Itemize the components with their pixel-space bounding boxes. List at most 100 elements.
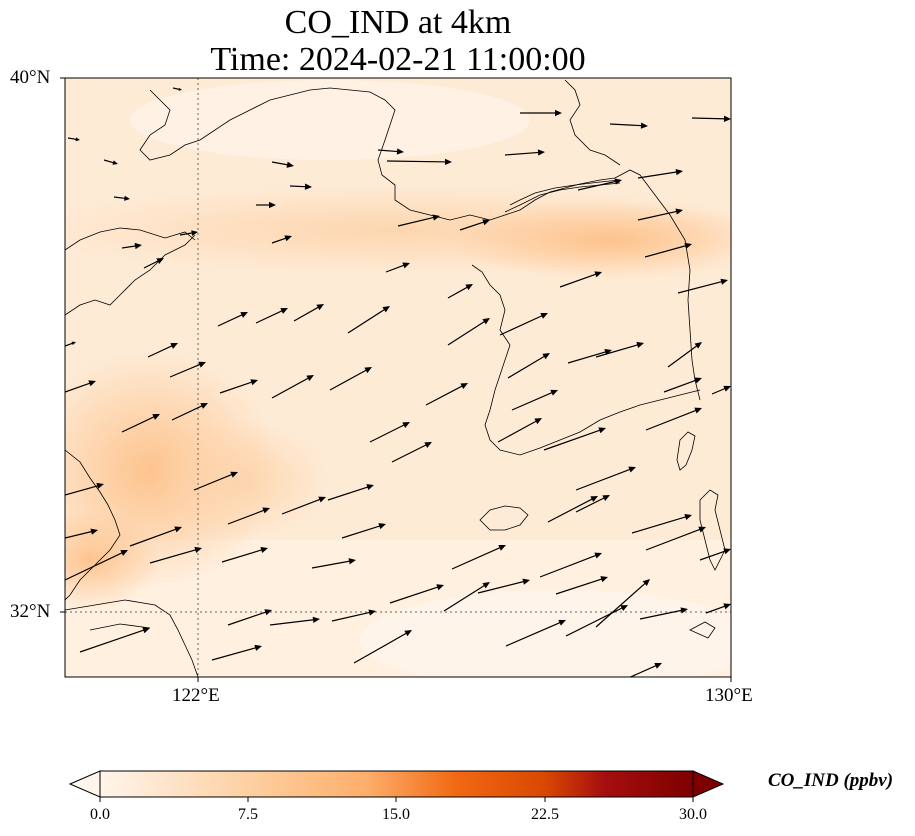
wind-arrow-head bbox=[284, 235, 292, 242]
wind-arrow-shaft bbox=[271, 236, 289, 244]
wind-arrow-head bbox=[286, 161, 294, 168]
wind-arrow-shaft bbox=[327, 485, 371, 501]
wind-arrow-head bbox=[269, 201, 276, 209]
wind-arrow-head bbox=[594, 271, 602, 278]
wind-arrow-head bbox=[522, 578, 530, 585]
colorbar-tick-15: 15.0 bbox=[382, 806, 410, 823]
wind-arrow-head bbox=[498, 544, 506, 551]
wind-arrow-shaft bbox=[65, 551, 125, 581]
wind-arrow-shaft bbox=[543, 428, 603, 451]
wind-arrow-shaft bbox=[129, 527, 179, 547]
wind-arrow-shaft bbox=[451, 546, 503, 570]
wind-arrow-head bbox=[378, 523, 386, 530]
wind-arrow-shaft bbox=[385, 263, 407, 273]
wind-arrow-shaft bbox=[331, 611, 373, 622]
wind-arrow-shaft bbox=[645, 408, 699, 431]
wind-arrow-shaft bbox=[477, 580, 527, 594]
wind-arrow-head bbox=[482, 318, 490, 325]
wind-arrow-head bbox=[620, 605, 628, 611]
wind-arrow-head bbox=[306, 375, 314, 382]
wind-arrow-head bbox=[600, 576, 608, 583]
wind-arrow-head bbox=[382, 306, 390, 313]
wind-arrow-head bbox=[636, 341, 644, 348]
map-frame bbox=[64, 77, 732, 678]
colorbar-tick-0: 0.0 bbox=[90, 806, 110, 823]
wind-arrow-shaft bbox=[271, 376, 311, 399]
wind-arrow-head bbox=[482, 219, 490, 226]
wind-arrow-head bbox=[694, 407, 702, 414]
wind-arrow-head bbox=[170, 343, 178, 349]
wind-arrow-shaft bbox=[595, 581, 648, 628]
wind-arrow-shaft bbox=[639, 609, 685, 620]
wind-arrow-shaft bbox=[353, 631, 409, 664]
wind-arrow-shaft bbox=[425, 384, 465, 406]
wind-arrow-shaft bbox=[193, 473, 235, 491]
wind-arrow-shaft bbox=[347, 307, 387, 334]
wind-arrow-head bbox=[396, 148, 404, 155]
wind-arrow-shaft bbox=[575, 467, 633, 491]
wind-arrow-shaft bbox=[149, 548, 199, 564]
axis-ticks bbox=[60, 77, 732, 682]
wind-arrow-shaft bbox=[499, 314, 545, 336]
colorbar bbox=[68, 770, 725, 802]
wind-arrow-shaft bbox=[389, 585, 441, 604]
wind-arrow-head bbox=[240, 312, 248, 318]
wind-arrow-shaft bbox=[289, 185, 308, 188]
wind-arrow-head bbox=[465, 284, 473, 291]
wind-arrow-head bbox=[680, 607, 688, 614]
wind-arrow-head bbox=[684, 513, 692, 521]
wind-arrow-head bbox=[555, 109, 562, 117]
wind-arrow-head bbox=[684, 242, 692, 249]
wind-arrow-head bbox=[694, 342, 702, 349]
wind-arrow-shaft bbox=[171, 404, 205, 421]
wind-arrow-head bbox=[402, 262, 410, 269]
wind-arrow-head bbox=[542, 353, 550, 360]
wind-arrow-shaft bbox=[227, 508, 267, 525]
wind-arrow-head bbox=[368, 609, 376, 616]
wind-arrow-head bbox=[112, 160, 118, 165]
wind-arrow-head bbox=[152, 414, 160, 420]
colorbar-bar bbox=[99, 770, 694, 798]
wind-arrow-shaft bbox=[79, 628, 147, 653]
colorbar-tick-22-5: 22.5 bbox=[531, 806, 559, 823]
wind-arrow-head bbox=[96, 482, 104, 489]
wind-arrow-shaft bbox=[329, 368, 369, 391]
wind-arrow-shaft bbox=[705, 604, 728, 614]
wind-arrow-shaft bbox=[386, 160, 448, 163]
colorbar-tick-7-5: 7.5 bbox=[238, 806, 258, 823]
wind-arrow-head bbox=[602, 495, 610, 501]
wind-arrow-shaft bbox=[255, 309, 285, 324]
wind-arrow-head bbox=[460, 383, 468, 390]
wind-arrow-shaft bbox=[644, 244, 689, 258]
wind-arrow-shaft bbox=[217, 313, 245, 327]
wind-arrow-head bbox=[88, 380, 96, 387]
wind-arrow-shaft bbox=[311, 560, 352, 569]
wind-arrow-head bbox=[120, 550, 128, 556]
wind-arrow-shaft bbox=[341, 524, 383, 539]
wind-arrow-head bbox=[404, 630, 412, 637]
wind-arrow-head bbox=[594, 552, 602, 559]
wind-arrow-head bbox=[250, 379, 258, 386]
wind-arrow-shaft bbox=[645, 527, 703, 551]
wind-arrow-shaft bbox=[377, 149, 400, 153]
wind-arrow-head bbox=[642, 579, 650, 587]
wind-arrow-head bbox=[198, 361, 206, 368]
wind-arrow-shaft bbox=[397, 216, 437, 227]
wind-arrow-shaft bbox=[443, 583, 487, 612]
wind-arrow-head bbox=[534, 418, 542, 425]
wind-arrow-shaft bbox=[219, 380, 255, 394]
wind-arrow-shaft bbox=[447, 319, 487, 346]
wind-arrow-head bbox=[402, 422, 410, 428]
wind-arrow-head bbox=[75, 137, 80, 142]
y-tick-40n: 40°N bbox=[10, 67, 51, 88]
wind-arrow-head bbox=[698, 526, 706, 533]
wind-arrow-head bbox=[156, 258, 164, 264]
wind-arrow-shaft bbox=[567, 350, 609, 364]
wind-arrow-shaft bbox=[663, 378, 699, 393]
wind-arrow-shaft bbox=[391, 443, 429, 463]
wind-arrow-head bbox=[720, 278, 728, 285]
wind-arrow-head bbox=[312, 616, 320, 623]
wind-arrow-head bbox=[191, 230, 198, 236]
wind-arrow-head bbox=[424, 442, 432, 448]
